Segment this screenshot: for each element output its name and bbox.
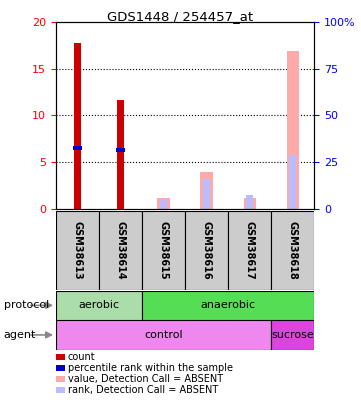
Text: agent: agent	[4, 330, 36, 340]
Text: sucrose: sucrose	[271, 330, 314, 340]
Bar	[200, 172, 213, 209]
Bar	[74, 43, 81, 209]
Text: GSM38618: GSM38618	[288, 221, 297, 279]
Text: GSM38615: GSM38615	[158, 221, 169, 279]
Bar	[142, 291, 314, 320]
Bar	[116, 148, 125, 152]
Text: GDS1448 / 254457_at: GDS1448 / 254457_at	[108, 10, 253, 23]
Bar	[244, 198, 256, 209]
Bar	[271, 211, 314, 290]
Text: GSM38614: GSM38614	[116, 221, 126, 279]
Bar	[99, 211, 142, 290]
Text: aerobic: aerobic	[78, 301, 119, 310]
Bar	[160, 199, 168, 209]
Text: GSM38613: GSM38613	[73, 221, 82, 279]
Bar	[287, 51, 299, 209]
Bar	[56, 320, 271, 350]
Text: rank, Detection Call = ABSENT: rank, Detection Call = ABSENT	[68, 385, 218, 395]
Bar	[56, 211, 99, 290]
Text: count: count	[68, 352, 95, 362]
Bar	[142, 211, 185, 290]
Bar	[203, 179, 210, 209]
Bar	[289, 156, 296, 209]
Bar	[228, 211, 271, 290]
Text: value, Detection Call = ABSENT: value, Detection Call = ABSENT	[68, 374, 223, 384]
Bar	[56, 291, 142, 320]
Bar	[185, 211, 228, 290]
Text: control: control	[144, 330, 183, 340]
Text: protocol: protocol	[4, 301, 49, 310]
Text: GSM38616: GSM38616	[201, 221, 212, 279]
Text: percentile rank within the sample: percentile rank within the sample	[68, 363, 232, 373]
Bar	[246, 195, 253, 209]
Bar	[73, 146, 82, 150]
Bar	[157, 198, 170, 209]
Text: anaerobic: anaerobic	[200, 301, 256, 310]
Text: GSM38617: GSM38617	[244, 221, 255, 279]
Bar	[117, 100, 124, 209]
Bar	[271, 320, 314, 350]
